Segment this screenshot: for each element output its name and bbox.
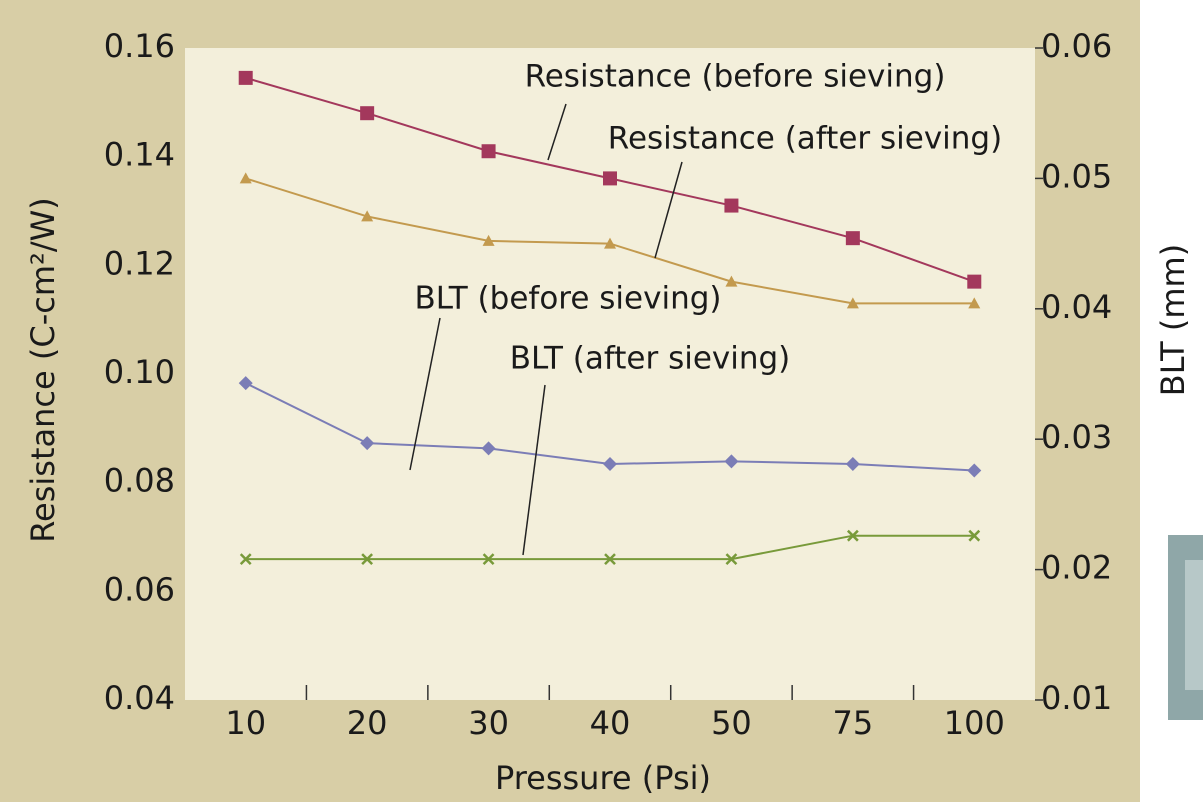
- marker: [845, 231, 860, 246]
- leader-line: [522, 384, 546, 556]
- y-tick-label: 0.04: [104, 679, 175, 717]
- y-tick-label: 0.10: [104, 353, 175, 391]
- marker: [360, 436, 375, 451]
- marks: [238, 70, 982, 566]
- marker: [239, 172, 252, 184]
- series-annotation: Resistance (before sieving): [525, 59, 946, 95]
- y2-axis-title: BLT (mm): [1154, 244, 1192, 396]
- marker: [361, 210, 374, 222]
- cropped-image-inner: [1185, 560, 1203, 690]
- marker: [604, 553, 616, 566]
- marker: [724, 198, 739, 213]
- marker: [603, 456, 617, 471]
- x-tick-label: 100: [944, 704, 1005, 742]
- leader-line: [654, 161, 683, 259]
- marker: [482, 234, 495, 246]
- x-tick-label: 10: [225, 704, 266, 742]
- marker: [481, 441, 496, 456]
- marker: [967, 274, 982, 289]
- y2-tick-label: 0.03: [1041, 418, 1112, 456]
- marker: [725, 553, 738, 566]
- series-annotation: BLT (before sieving): [415, 281, 722, 317]
- y-axis-title: Resistance (C-cm²/W): [24, 197, 62, 542]
- marker: [724, 454, 739, 469]
- x-tick-label: 75: [832, 704, 873, 742]
- marker: [845, 456, 860, 471]
- leader-line: [409, 317, 441, 471]
- y2-tick-label: 0.04: [1041, 288, 1112, 326]
- y2-tick-label: 0.06: [1041, 27, 1112, 65]
- marker: [482, 553, 495, 566]
- marker: [360, 106, 375, 121]
- marker: [603, 171, 617, 186]
- y-tick-label: 0.06: [104, 570, 175, 608]
- x-axis-title: Pressure (Psi): [495, 759, 711, 797]
- marker: [238, 70, 253, 85]
- marker: [967, 463, 982, 478]
- x-tick-label: 20: [347, 704, 388, 742]
- x-tick-label: 40: [590, 704, 631, 742]
- y2-tick-label: 0.02: [1041, 549, 1112, 587]
- y2-tick-label: 0.01: [1041, 679, 1112, 717]
- marker: [968, 297, 981, 309]
- marker: [968, 529, 981, 542]
- marker: [604, 237, 616, 249]
- marker: [481, 144, 496, 159]
- marker: [361, 553, 374, 566]
- series-annotation: BLT (after sieving): [510, 341, 791, 377]
- y-tick-label: 0.08: [104, 462, 175, 500]
- marker: [238, 376, 253, 391]
- y2-tick-label: 0.05: [1041, 157, 1112, 195]
- leader-line: [547, 103, 567, 161]
- x-tick-label: 50: [711, 704, 752, 742]
- y-tick-label: 0.16: [104, 27, 175, 65]
- marker: [846, 529, 859, 542]
- y-tick-label: 0.14: [104, 136, 175, 174]
- plot-area: [185, 48, 1035, 700]
- marker: [725, 275, 738, 287]
- series-annotation: Resistance (after sieving): [608, 121, 1002, 157]
- x-tick-label: 30: [468, 704, 509, 742]
- marker: [846, 297, 859, 309]
- marker: [239, 553, 252, 566]
- y-tick-label: 0.12: [104, 244, 175, 282]
